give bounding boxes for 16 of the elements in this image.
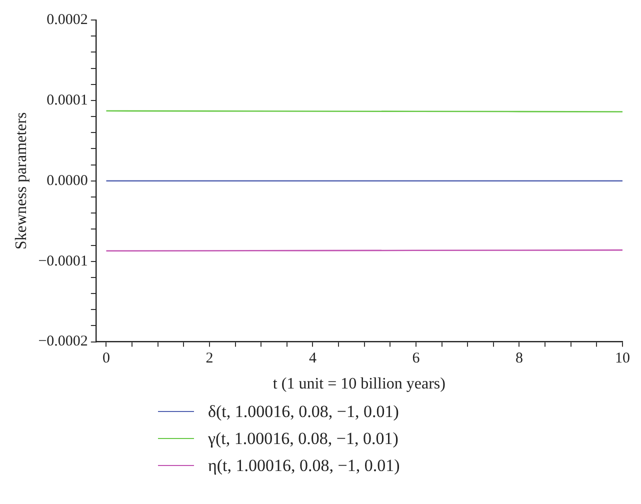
y-tick-label: 0.0000 — [46, 172, 88, 189]
y-axis-title: Skewness parameters — [12, 112, 30, 250]
x-tick-label: 8 — [515, 350, 523, 367]
y-tick-label: 0.0002 — [46, 12, 88, 28]
x-tick-label: 2 — [206, 350, 214, 367]
x-tick-label: 0 — [102, 350, 110, 367]
y-tick-label: 0.0001 — [46, 92, 88, 108]
legend-label: δ(t, 1.00016, 0.08, −1, 0.01) — [208, 402, 399, 422]
x-tick-label: 4 — [308, 350, 317, 367]
x-tick-label: 10 — [615, 350, 630, 367]
x-tick-label: 6 — [412, 350, 420, 367]
y-tick-label: −0.0001 — [38, 253, 88, 270]
y-tick-label: −0.0002 — [38, 334, 88, 350]
x-axis-title: t (1 unit = 10 billion years) — [272, 376, 446, 393]
legend-label: η(t, 1.00016, 0.08, −1, 0.01) — [208, 456, 400, 476]
legend-label: γ(t, 1.00016, 0.08, −1, 0.01) — [208, 428, 398, 448]
